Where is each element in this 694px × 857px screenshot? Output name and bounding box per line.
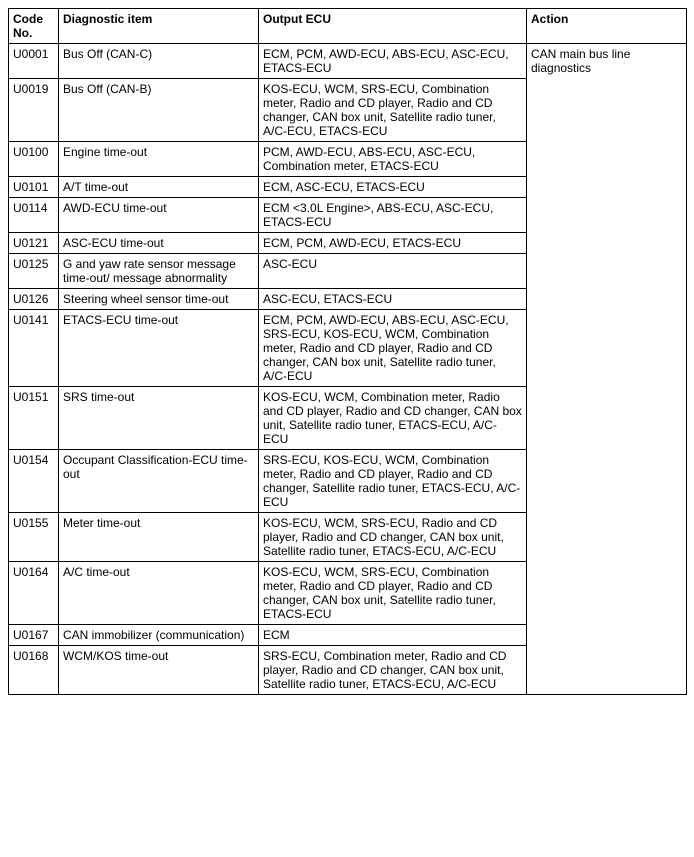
cell-diagnostic: Bus Off (CAN-B)	[59, 79, 259, 142]
cell-code: U0125	[9, 254, 59, 289]
col-header-output-ecu: Output ECU	[259, 9, 527, 44]
cell-diagnostic: Occupant Classification-ECU time-out	[59, 450, 259, 513]
cell-output-ecu: ASC-ECU, ETACS-ECU	[259, 289, 527, 310]
cell-diagnostic: WCM/KOS time-out	[59, 646, 259, 695]
cell-output-ecu: ECM <3.0L Engine>, ABS-ECU, ASC-ECU, ETA…	[259, 198, 527, 233]
cell-output-ecu: SRS-ECU, Combination meter, Radio and CD…	[259, 646, 527, 695]
cell-diagnostic: Bus Off (CAN-C)	[59, 44, 259, 79]
col-header-action: Action	[527, 9, 687, 44]
cell-diagnostic: AWD-ECU time-out	[59, 198, 259, 233]
cell-output-ecu: KOS-ECU, WCM, SRS-ECU, Radio and CD play…	[259, 513, 527, 562]
cell-diagnostic: ETACS-ECU time-out	[59, 310, 259, 387]
cell-output-ecu: ECM, PCM, AWD-ECU, ETACS-ECU	[259, 233, 527, 254]
cell-output-ecu: ECM	[259, 625, 527, 646]
cell-output-ecu: ECM, PCM, AWD-ECU, ABS-ECU, ASC-ECU, SRS…	[259, 310, 527, 387]
cell-code: U0168	[9, 646, 59, 695]
diagnostic-table: Code No. Diagnostic item Output ECU Acti…	[8, 8, 687, 695]
cell-output-ecu: ECM, ASC-ECU, ETACS-ECU	[259, 177, 527, 198]
col-header-diagnostic: Diagnostic item	[59, 9, 259, 44]
cell-output-ecu: KOS-ECU, WCM, SRS-ECU, Combination meter…	[259, 79, 527, 142]
cell-output-ecu: KOS-ECU, WCM, SRS-ECU, Combination meter…	[259, 562, 527, 625]
cell-code: U0167	[9, 625, 59, 646]
cell-code: U0155	[9, 513, 59, 562]
cell-action: CAN main bus line diagnostics	[527, 44, 687, 695]
cell-code: U0164	[9, 562, 59, 625]
cell-diagnostic: A/T time-out	[59, 177, 259, 198]
cell-code: U0001	[9, 44, 59, 79]
table-row: U0001Bus Off (CAN-C)ECM, PCM, AWD-ECU, A…	[9, 44, 687, 79]
table-header-row: Code No. Diagnostic item Output ECU Acti…	[9, 9, 687, 44]
cell-diagnostic: G and yaw rate sensor message time-out/ …	[59, 254, 259, 289]
cell-diagnostic: SRS time-out	[59, 387, 259, 450]
cell-diagnostic: ASC-ECU time-out	[59, 233, 259, 254]
cell-diagnostic: Meter time-out	[59, 513, 259, 562]
cell-output-ecu: PCM, AWD-ECU, ABS-ECU, ASC-ECU, Combinat…	[259, 142, 527, 177]
cell-code: U0101	[9, 177, 59, 198]
cell-output-ecu: ECM, PCM, AWD-ECU, ABS-ECU, ASC-ECU, ETA…	[259, 44, 527, 79]
cell-output-ecu: SRS-ECU, KOS-ECU, WCM, Combination meter…	[259, 450, 527, 513]
table-body: U0001Bus Off (CAN-C)ECM, PCM, AWD-ECU, A…	[9, 44, 687, 695]
cell-code: U0121	[9, 233, 59, 254]
cell-code: U0100	[9, 142, 59, 177]
col-header-code: Code No.	[9, 9, 59, 44]
cell-diagnostic: Engine time-out	[59, 142, 259, 177]
cell-diagnostic: Steering wheel sensor time-out	[59, 289, 259, 310]
cell-diagnostic: CAN immobilizer (communication)	[59, 625, 259, 646]
cell-code: U0126	[9, 289, 59, 310]
cell-code: U0019	[9, 79, 59, 142]
cell-code: U0154	[9, 450, 59, 513]
cell-code: U0114	[9, 198, 59, 233]
cell-output-ecu: KOS-ECU, WCM, Combination meter, Radio a…	[259, 387, 527, 450]
cell-output-ecu: ASC-ECU	[259, 254, 527, 289]
cell-diagnostic: A/C time-out	[59, 562, 259, 625]
cell-code: U0151	[9, 387, 59, 450]
cell-code: U0141	[9, 310, 59, 387]
